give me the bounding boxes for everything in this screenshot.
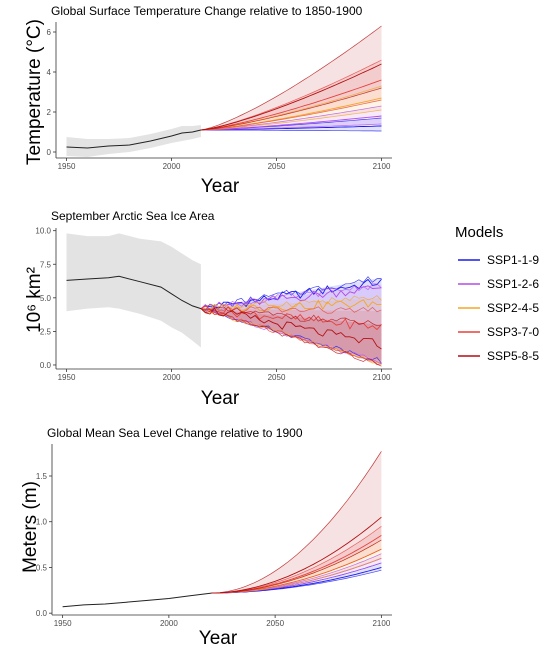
lower-line-ssp1-1-9 xyxy=(200,129,382,132)
panel-title-sea-level: Global Mean Sea Level Change relative to… xyxy=(47,426,303,440)
y-tick-label: 0 xyxy=(47,148,52,157)
upper-line-ssp2-4-5 xyxy=(200,295,382,311)
line-ssp1-2-6 xyxy=(200,115,382,131)
y-tick-label: 1.5 xyxy=(36,472,48,481)
x-tick-label: 1950 xyxy=(54,619,72,628)
upper-line-ssp1-1-9 xyxy=(200,276,382,312)
upper-line-ssp1-2-6 xyxy=(200,283,382,311)
lower-line-ssp5-8-5 xyxy=(200,308,382,367)
y-axis-label-temperature: Temperature (°C) xyxy=(24,19,45,165)
x-tick-label: 2100 xyxy=(372,619,390,628)
legend-label-ssp3-7-0: SSP3-7-0 xyxy=(487,325,539,339)
lower-line-ssp1-2-6 xyxy=(200,123,382,131)
upper-line-ssp5-8-5 xyxy=(200,25,382,131)
lower-line-ssp2-4-5 xyxy=(200,109,382,131)
band-ssp3-7-0 xyxy=(200,60,382,130)
band-ssp3-7-0 xyxy=(211,526,382,594)
x-tick-label: 1950 xyxy=(58,162,76,171)
band-ssp1-2-6 xyxy=(200,106,382,130)
lower-line-ssp3-7-0 xyxy=(211,548,382,594)
y-tick-label: 5.0 xyxy=(40,294,52,303)
y-tick-label: 0.5 xyxy=(36,563,48,572)
lower-line-ssp3-7-0 xyxy=(200,99,382,131)
upper-line-ssp3-7-0 xyxy=(200,304,382,314)
lower-line-ssp5-8-5 xyxy=(211,539,382,594)
line-ssp1-2-6 xyxy=(200,285,382,313)
temperature-panel: Global Surface Temperature Change relati… xyxy=(24,4,392,197)
line-ssp3-7-0 xyxy=(200,79,382,131)
x-tick-label: 2050 xyxy=(268,373,286,382)
historical-range-band xyxy=(66,125,201,157)
y-tick-label: 10.0 xyxy=(35,227,51,236)
x-tick-label: 2100 xyxy=(373,162,391,171)
panel-title-sea-ice: September Arctic Sea Ice Area xyxy=(51,209,215,223)
x-tick-label: 2000 xyxy=(163,162,181,171)
sea-level-panel: Global Mean Sea Level Change relative to… xyxy=(20,426,392,649)
x-tick-label: 1950 xyxy=(58,373,76,382)
x-tick-label: 2050 xyxy=(268,162,286,171)
y-tick-label: 7.5 xyxy=(40,260,52,269)
line-ssp5-8-5 xyxy=(211,516,382,594)
sea-ice-panel: September Arctic Sea Ice Area Year 10⁶ k… xyxy=(24,209,392,409)
lower-line-ssp2-4-5 xyxy=(200,308,382,365)
upper-line-ssp1-2-6 xyxy=(200,105,382,131)
x-tick-label: 2000 xyxy=(163,373,181,382)
line-ssp5-8-5 xyxy=(200,307,382,350)
y-tick-label: 2.5 xyxy=(40,327,52,336)
x-axis-label-sea-level: Year xyxy=(199,628,238,649)
y-axis-label-sea-ice: 10⁶ km² xyxy=(24,267,45,333)
upper-line-ssp5-8-5 xyxy=(211,451,382,594)
x-axis-label-temperature: Year xyxy=(201,176,240,197)
lower-line-ssp5-8-5 xyxy=(200,87,382,131)
historical-line xyxy=(66,129,202,149)
legend-label-ssp5-8-5: SSP5-8-5 xyxy=(487,349,539,363)
x-tick-label: 2000 xyxy=(160,619,178,628)
y-tick-label: 4 xyxy=(47,68,52,77)
x-tick-label: 2050 xyxy=(266,619,284,628)
band-ssp3-7-0 xyxy=(200,308,382,365)
historical-range-band xyxy=(66,233,201,348)
y-tick-label: 6 xyxy=(47,28,52,37)
legend-title: Models xyxy=(455,224,503,241)
band-ssp5-8-5 xyxy=(211,451,382,594)
x-tick-label: 2100 xyxy=(373,373,391,382)
historical-line xyxy=(62,592,212,608)
x-axis-label-sea-ice: Year xyxy=(201,388,240,409)
band-ssp2-4-5 xyxy=(200,86,382,130)
panel-title-temperature: Global Surface Temperature Change relati… xyxy=(51,4,363,18)
legend: Models SSP1-1-9 SSP1-2-6 SSP2-4-5 SSP3-7-0 S… xyxy=(455,224,539,363)
y-tick-label: 2 xyxy=(47,108,52,117)
y-tick-label: 0.0 xyxy=(40,361,52,370)
y-tick-label: 0.0 xyxy=(36,609,48,618)
historical-line xyxy=(66,275,202,310)
line-ssp1-1-9 xyxy=(200,278,382,309)
band-ssp1-1-9 xyxy=(200,118,382,131)
legend-label-ssp2-4-5: SSP2-4-5 xyxy=(487,301,539,315)
line-ssp5-8-5 xyxy=(200,63,382,131)
y-tick-label: 1.0 xyxy=(36,518,48,527)
band-ssp5-8-5 xyxy=(200,26,382,130)
legend-label-ssp1-1-9: SSP1-1-9 xyxy=(487,253,539,267)
legend-label-ssp1-2-6: SSP1-2-6 xyxy=(487,277,539,291)
line-ssp2-4-5 xyxy=(200,299,382,313)
y-axis-label-sea-level: Meters (m) xyxy=(20,481,41,573)
upper-line-ssp5-8-5 xyxy=(200,306,382,327)
